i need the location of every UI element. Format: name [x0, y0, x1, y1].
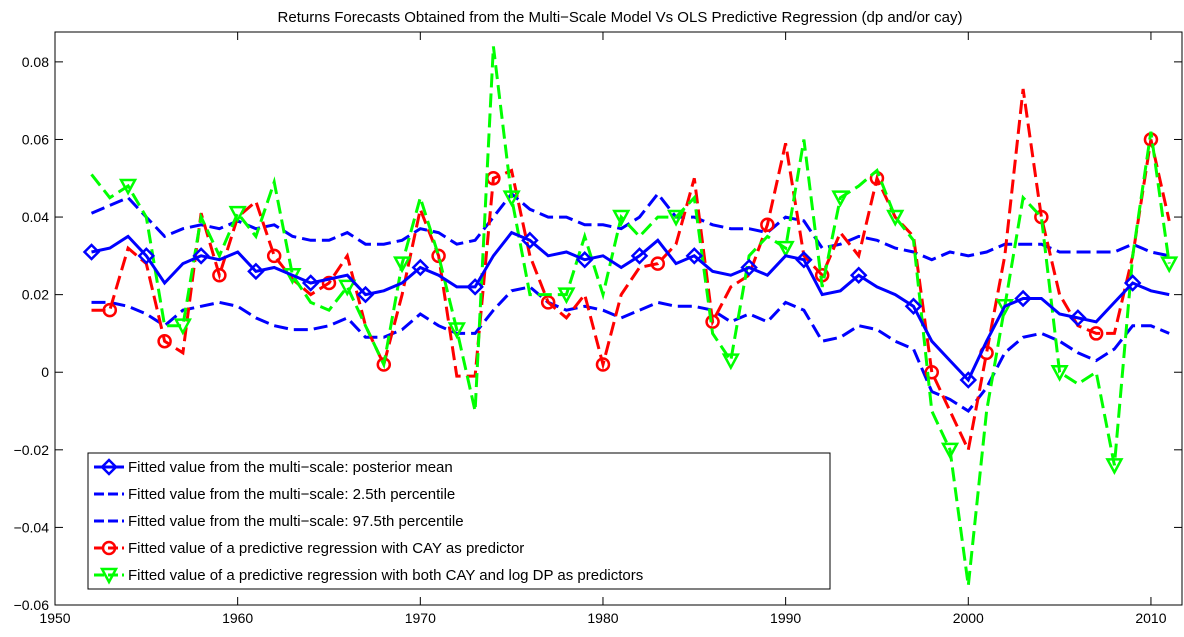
- marker: [1123, 274, 1142, 292]
- marker: [595, 357, 611, 372]
- marker: [338, 279, 357, 297]
- marker: [776, 240, 795, 258]
- marker: [447, 322, 466, 340]
- marker: [157, 333, 172, 349]
- marker: [521, 231, 539, 250]
- y-tick-label: −0.02: [14, 442, 50, 458]
- marker: [1014, 289, 1032, 308]
- marker: [228, 205, 247, 223]
- legend-label: Fitted value from the multi−scale: 2.5th…: [128, 486, 455, 503]
- marker: [705, 314, 720, 330]
- series-line: [90, 46, 1171, 586]
- marker: [740, 258, 758, 277]
- marker: [721, 353, 740, 371]
- marker: [849, 266, 868, 285]
- marker: [101, 540, 117, 556]
- marker: [100, 458, 118, 476]
- y-tick-label: 0.06: [22, 131, 49, 147]
- marker: [392, 256, 412, 274]
- y-tick-label: 0.08: [22, 54, 49, 70]
- marker: [212, 267, 227, 283]
- marker: [502, 190, 521, 208]
- chart-title: Returns Forecasts Obtained from the Mult…: [278, 9, 963, 26]
- x-tick-label: 2000: [953, 610, 984, 626]
- x-tick-label: 1990: [770, 610, 801, 626]
- marker: [102, 302, 118, 318]
- marker: [685, 247, 704, 265]
- x-tick-label: 2010: [1135, 610, 1166, 626]
- marker: [612, 209, 631, 227]
- marker: [137, 247, 156, 265]
- marker: [82, 243, 101, 261]
- marker: [666, 209, 686, 227]
- marker: [118, 178, 138, 196]
- marker: [321, 275, 337, 291]
- x-tick-label: 1950: [39, 610, 70, 626]
- marker: [831, 190, 850, 208]
- marker: [356, 285, 375, 304]
- marker: [1069, 309, 1087, 327]
- marker: [411, 258, 430, 277]
- marker: [995, 299, 1014, 316]
- legend-label: Fitted value of a predictive regression …: [128, 540, 524, 557]
- x-tick-label: 1980: [587, 610, 618, 626]
- legend-box: [87, 452, 831, 590]
- marker: [959, 371, 978, 389]
- marker: [1088, 326, 1104, 341]
- marker: [575, 250, 594, 269]
- series-line: [91, 88, 1171, 455]
- marker: [266, 248, 282, 264]
- marker: [940, 442, 960, 460]
- marker: [1160, 256, 1179, 274]
- marker: [99, 567, 119, 585]
- marker: [795, 250, 813, 269]
- legend-label: Fitted value of a predictive regression …: [128, 567, 643, 584]
- marker: [904, 297, 923, 316]
- marker: [630, 247, 649, 265]
- x-tick-label: 1970: [405, 610, 436, 626]
- marker: [173, 318, 192, 336]
- marker: [466, 278, 484, 296]
- x-tick-label: 1960: [222, 610, 253, 626]
- marker: [557, 287, 576, 305]
- marker: [301, 274, 320, 292]
- y-tick-label: 0.02: [22, 287, 49, 303]
- y-tick-label: 0.04: [22, 209, 49, 225]
- marker: [1050, 364, 1069, 382]
- legend-label: Fitted value from the multi−scale: 97.5t…: [128, 513, 464, 530]
- marker: [540, 295, 556, 310]
- y-tick-label: 0: [41, 364, 49, 380]
- series-line: [91, 230, 1170, 383]
- marker: [247, 262, 265, 281]
- marker: [886, 209, 905, 227]
- marker: [760, 217, 775, 233]
- legend-label: Fitted value from the multi−scale: poste…: [128, 459, 453, 476]
- marker: [1105, 458, 1124, 475]
- y-tick-label: −0.06: [14, 597, 50, 613]
- marker: [650, 256, 666, 271]
- series-line: [90, 191, 1170, 262]
- marker: [924, 364, 940, 380]
- y-tick-label: −0.04: [14, 519, 50, 535]
- series-line: [91, 285, 1170, 413]
- marker: [192, 247, 210, 265]
